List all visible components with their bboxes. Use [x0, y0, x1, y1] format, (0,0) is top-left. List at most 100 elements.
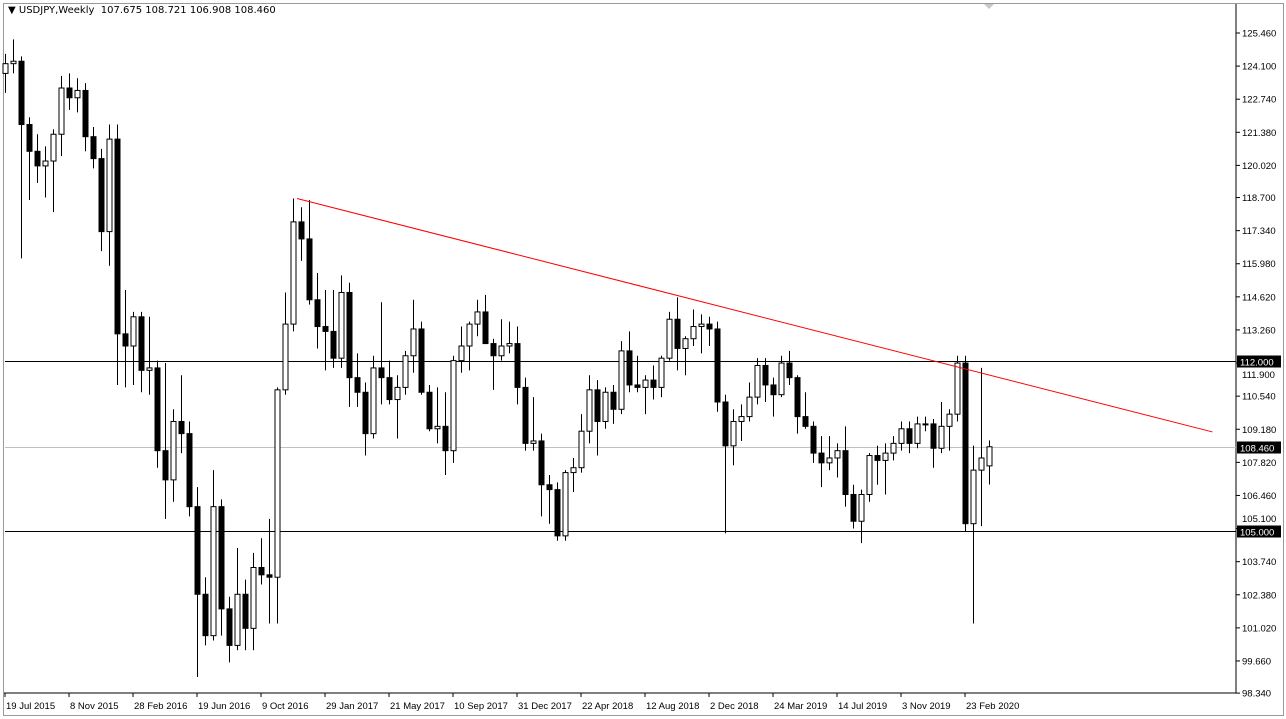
- candle: [418, 321, 425, 395]
- candle-body: [498, 345, 505, 357]
- candle-body: [58, 87, 65, 135]
- candle-body: [338, 291, 345, 359]
- candle: [18, 56, 25, 259]
- candle: [130, 311, 137, 385]
- candle-body: [242, 593, 249, 629]
- x-tick-label: 21 May 2017: [390, 701, 445, 712]
- candle: [242, 579, 249, 651]
- chart-frame: [3, 3, 1284, 716]
- candle-body: [386, 377, 393, 401]
- candle: [594, 380, 601, 456]
- candle-body: [858, 493, 865, 522]
- candle-body: [810, 425, 817, 454]
- candle-body: [306, 238, 313, 301]
- candle: [498, 319, 505, 361]
- candle-body: [490, 343, 497, 357]
- candle-body: [442, 425, 449, 452]
- y-tick-label: 106.460: [1242, 491, 1276, 502]
- candle-body: [506, 343, 513, 347]
- candle-body: [482, 311, 489, 345]
- candle: [858, 489, 865, 544]
- candle: [290, 198, 297, 332]
- candle-body: [778, 362, 785, 396]
- x-tick-label: 2 Dec 2018: [710, 701, 759, 712]
- candle: [746, 382, 753, 422]
- y-tick-label: 115.980: [1242, 259, 1276, 270]
- candle-body: [274, 389, 281, 578]
- candle-body: [642, 379, 649, 388]
- candle: [322, 290, 329, 371]
- candle: [250, 552, 257, 651]
- candle: [10, 39, 17, 74]
- candle-body: [2, 63, 9, 74]
- candle: [426, 384, 433, 432]
- candle-body: [178, 420, 185, 435]
- candle-body: [802, 416, 809, 427]
- candle-body: [426, 391, 433, 430]
- candle: [210, 470, 217, 641]
- y-tick-label: 103.740: [1242, 557, 1276, 568]
- candle: [722, 394, 729, 534]
- y-tick-label: 101.020: [1242, 623, 1276, 634]
- price-label-box: [1237, 525, 1281, 538]
- candle-body: [162, 450, 169, 481]
- y-tick-label: 118.700: [1242, 193, 1276, 204]
- candle: [450, 355, 457, 463]
- candle-body: [514, 343, 521, 388]
- candle-body: [394, 386, 401, 401]
- candle: [634, 355, 641, 393]
- candle: [354, 353, 361, 407]
- candle: [474, 299, 481, 337]
- x-tick-label: 31 Dec 2017: [518, 701, 572, 712]
- candle: [682, 336, 689, 376]
- y-tick-label: 99.660: [1242, 656, 1271, 667]
- candle: [90, 126, 97, 169]
- x-tick-label: 19 Jun 2016: [198, 701, 250, 712]
- candle: [490, 338, 497, 390]
- candle-body: [906, 428, 913, 444]
- candle: [786, 350, 793, 385]
- candle: [698, 314, 705, 354]
- y-tick-label: 109.180: [1242, 425, 1276, 436]
- candle-body: [898, 428, 905, 444]
- y-tick-label: 110.540: [1242, 392, 1276, 403]
- candle-body: [618, 350, 625, 410]
- candle-body: [602, 391, 609, 422]
- candle-body: [970, 469, 977, 525]
- candle-body: [266, 574, 273, 578]
- candle: [138, 311, 145, 393]
- candle: [866, 453, 873, 502]
- candle-body: [10, 60, 17, 65]
- candle: [610, 384, 617, 424]
- candle-body: [434, 425, 441, 430]
- candle: [906, 421, 913, 454]
- candle: [66, 73, 73, 110]
- candle: [178, 375, 185, 454]
- candle: [218, 499, 225, 636]
- candle-body: [186, 433, 193, 508]
- candle: [154, 360, 161, 468]
- dropdown-triangle-icon[interactable]: ▼: [8, 5, 16, 16]
- candle-body: [50, 133, 57, 162]
- candle: [114, 124, 121, 385]
- x-tick-label: 9 Oct 2016: [262, 701, 308, 712]
- candle: [514, 326, 521, 405]
- candle: [506, 321, 513, 354]
- candle-body: [282, 323, 289, 391]
- candle: [922, 416, 929, 432]
- candle-body: [738, 416, 745, 422]
- candle: [274, 387, 281, 624]
- candle-body: [402, 355, 409, 388]
- candle: [578, 414, 585, 473]
- x-tick-label: 28 Feb 2016: [134, 701, 187, 712]
- candle: [258, 538, 265, 585]
- candle-body: [18, 60, 25, 126]
- y-tick-label: 124.100: [1242, 62, 1276, 73]
- y-tick-label: 125.460: [1242, 29, 1276, 40]
- candle-body: [354, 377, 361, 393]
- candle-body: [826, 457, 833, 464]
- candle: [194, 487, 201, 678]
- candle-body: [90, 136, 97, 160]
